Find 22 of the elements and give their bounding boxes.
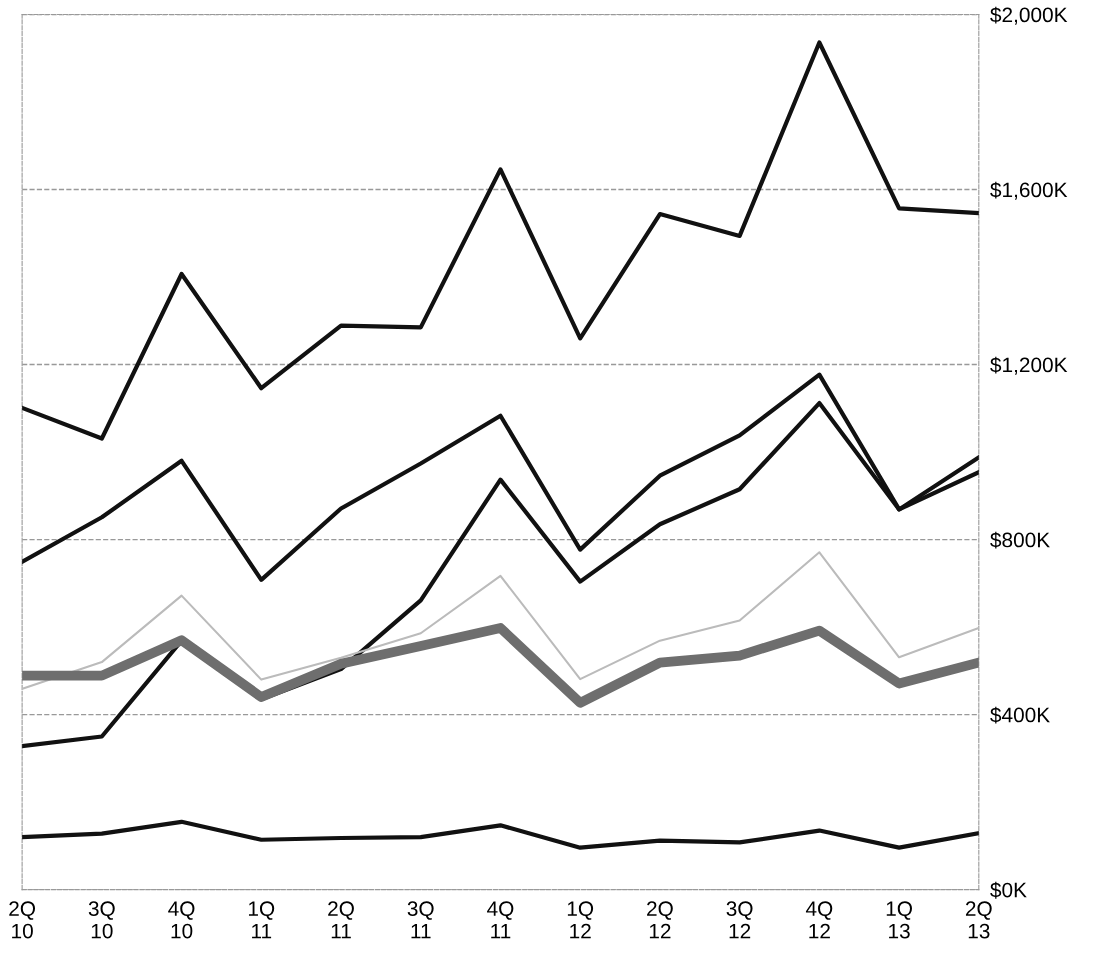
x-tick-label: 1Q 11 (248, 901, 275, 939)
x-tick-label: 2Q 13 (965, 901, 992, 939)
x-tick-label: 4Q 10 (168, 901, 195, 939)
x-tick-label: 3Q 10 (88, 901, 115, 939)
x-tick-label: 3Q 12 (726, 901, 753, 939)
line-series (22, 819, 979, 850)
x-tick-label: 1Q 12 (567, 901, 594, 939)
y-tick-label: $1,200K (990, 356, 1068, 375)
y-tick-label: $1,600K (990, 181, 1068, 200)
x-tick-label: 2Q 10 (9, 901, 36, 939)
x-tick-label: 2Q 12 (647, 901, 673, 939)
line-series (22, 40, 979, 441)
line-series (22, 551, 979, 690)
y-tick-label: $400K (990, 706, 1050, 724)
x-tick-label: 3Q 11 (407, 901, 434, 939)
x-tick-label: 4Q 11 (487, 901, 514, 939)
x-tick-label: 1Q 13 (886, 901, 912, 939)
y-tick-label: $0K (990, 881, 1027, 899)
y-tick-label: $800K (990, 531, 1050, 549)
x-tick-label: 4Q 12 (805, 901, 833, 939)
y-tick-label: $2,000K (990, 6, 1068, 25)
x-tick-label: 2Q 11 (328, 901, 354, 939)
